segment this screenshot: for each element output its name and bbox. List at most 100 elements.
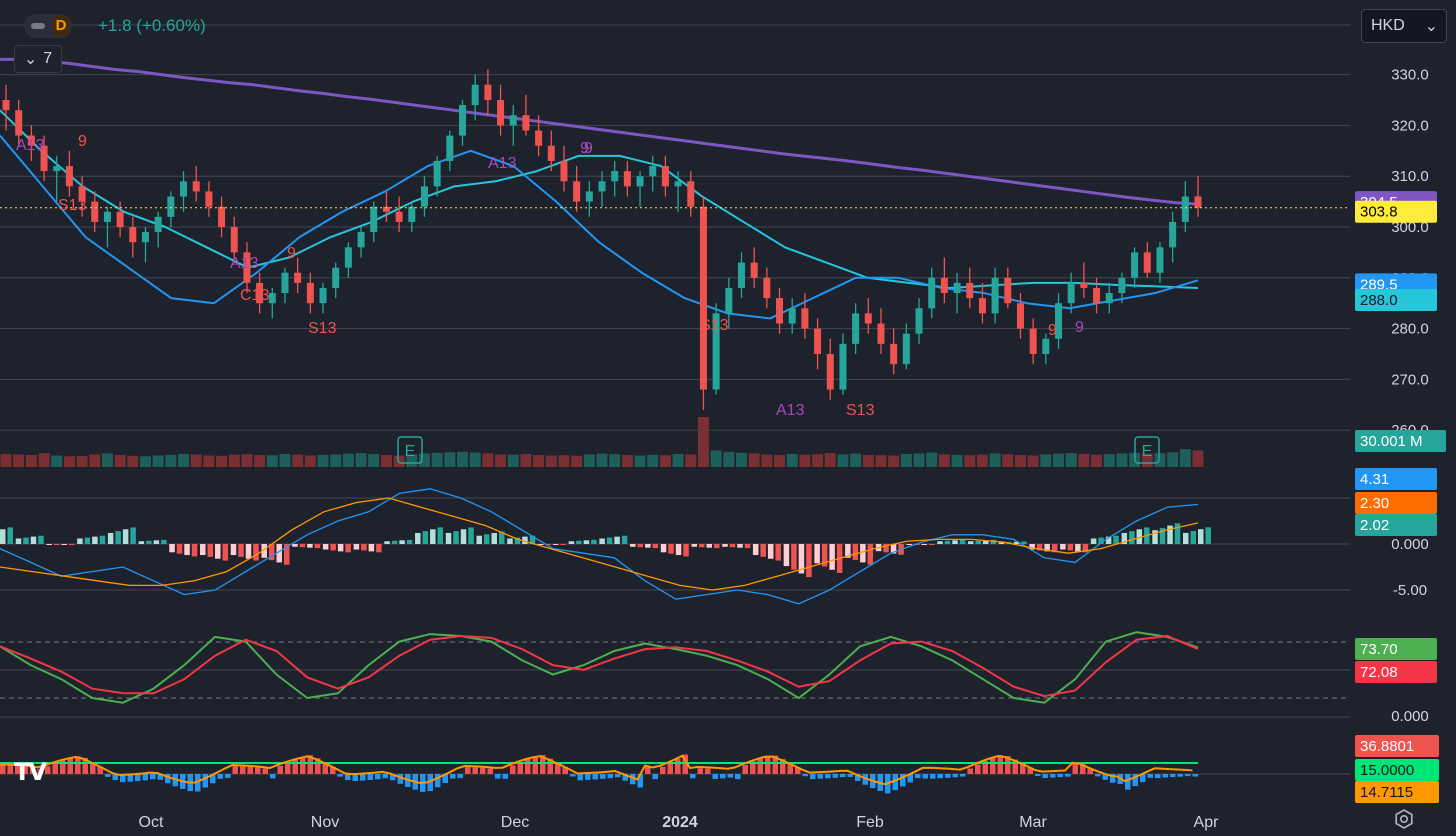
candle-body — [1016, 303, 1024, 329]
candle-body — [420, 186, 428, 207]
candle-body — [890, 343, 898, 365]
candle-body — [522, 115, 530, 131]
adx-histogram-bar — [780, 759, 786, 774]
volume-bar — [964, 455, 976, 467]
candle-body — [497, 100, 505, 126]
volume-bar — [127, 455, 139, 467]
volume-label: 30.001 M — [1360, 433, 1423, 450]
macd-histogram-bar — [1105, 536, 1112, 544]
candle-body — [763, 277, 771, 299]
macd-histogram-bar — [852, 544, 859, 561]
macd-histogram-bar — [330, 544, 336, 551]
adx-histogram-bar — [1035, 774, 1041, 777]
adx-histogram-bar — [127, 774, 133, 782]
candle-body — [382, 206, 390, 212]
indicator-count: 7 — [43, 50, 53, 67]
adx-histogram-bar — [652, 774, 658, 780]
signal-line — [0, 497, 1199, 591]
macd-histogram-bar — [829, 544, 835, 570]
volume-bar — [165, 454, 177, 467]
macd-histogram-bar — [652, 544, 659, 549]
adx-histogram-bar — [630, 774, 636, 785]
adx-histogram-bar — [1125, 774, 1131, 790]
volume-bar — [304, 455, 316, 467]
macd-histogram-bar — [660, 544, 667, 553]
macd-histogram-bar — [722, 544, 728, 547]
candle-body — [573, 181, 581, 202]
macd-histogram-bar — [122, 529, 129, 544]
volume-bar — [621, 454, 633, 467]
volume-bar — [241, 454, 253, 467]
indicators-collapse-button[interactable]: ⌄ 7 — [14, 45, 62, 73]
settings-icon[interactable] — [1393, 808, 1415, 830]
macd-histogram-bar — [798, 544, 805, 574]
adx-histogram-bar — [1102, 774, 1108, 780]
macd-histogram-bar — [1013, 541, 1020, 544]
dividend-badge[interactable]: D — [52, 16, 70, 36]
adx-histogram-bar — [1005, 756, 1011, 774]
candle-body — [205, 191, 213, 207]
toggle-icon — [31, 23, 45, 29]
currency-select[interactable]: HKD ⌄ — [1361, 9, 1447, 43]
candle-body — [560, 160, 568, 182]
adx-histogram-bar — [397, 774, 403, 784]
candle-body — [1080, 282, 1088, 288]
candle-body — [344, 247, 352, 268]
macd-histogram-bar — [15, 538, 22, 544]
volume-bar — [951, 454, 963, 467]
volume-bar — [482, 453, 494, 467]
candle-body — [433, 160, 441, 187]
adx-line — [0, 754, 1193, 786]
pattern-annotation: A13 — [776, 402, 805, 419]
macd-histogram-bar — [691, 544, 698, 547]
candle-body — [788, 308, 796, 324]
macd-histogram-bar — [46, 544, 52, 545]
volume-bar — [1154, 453, 1166, 467]
macd-histogram-bar — [322, 544, 329, 550]
volume-bar — [1040, 454, 1052, 467]
adx-histogram-bar — [135, 774, 141, 782]
signal-value-label: 2.30 — [1360, 495, 1389, 512]
candle-body — [294, 272, 302, 283]
candle-body — [814, 328, 822, 354]
candle-body — [471, 84, 479, 106]
adx-histogram-bar — [892, 774, 898, 791]
adx-histogram-bar — [577, 774, 583, 781]
volume-bar — [190, 454, 202, 467]
stoch-d-label: 72.08 — [1360, 664, 1398, 681]
candle-body — [649, 166, 657, 177]
macd-histogram-bar — [1021, 541, 1027, 544]
candle-body — [826, 354, 834, 390]
volume-bar — [418, 453, 430, 467]
macd-histogram-bar — [1205, 527, 1211, 544]
volume-bar — [0, 453, 12, 467]
macd-histogram-bar — [384, 541, 390, 544]
adx-histogram-bar — [157, 774, 163, 780]
time-axis-tick: Mar — [1019, 814, 1047, 831]
macd-histogram-bar — [1036, 544, 1043, 551]
pattern-annotation: A13 — [488, 155, 517, 172]
candle-body — [243, 252, 251, 283]
macd-histogram-bar — [883, 544, 889, 553]
pattern-annotation: 9 — [580, 140, 589, 157]
adx-histogram-bar — [622, 774, 628, 781]
macd-histogram-bar — [1044, 544, 1050, 552]
adx-histogram-bar — [1147, 774, 1153, 778]
volume-bar — [355, 453, 367, 467]
volume-bar — [38, 453, 50, 467]
macd-histogram-bar — [1067, 544, 1074, 551]
stoch-axis-tick: 0.000 — [1391, 708, 1429, 725]
volume-bar — [1179, 449, 1191, 467]
adx-histogram-bar — [1065, 774, 1071, 777]
volume-bar — [1014, 454, 1026, 467]
macd-histogram-bar — [399, 540, 405, 544]
earnings-label: E — [1142, 443, 1153, 460]
volume-bar — [368, 454, 380, 467]
volume-bar — [1192, 450, 1204, 467]
volume-bar — [596, 453, 608, 467]
adx-histogram-bar — [75, 756, 81, 774]
pattern-annotation: 9 — [287, 245, 296, 262]
adx-histogram-bar — [735, 774, 741, 780]
adx-histogram-bar — [120, 774, 126, 783]
